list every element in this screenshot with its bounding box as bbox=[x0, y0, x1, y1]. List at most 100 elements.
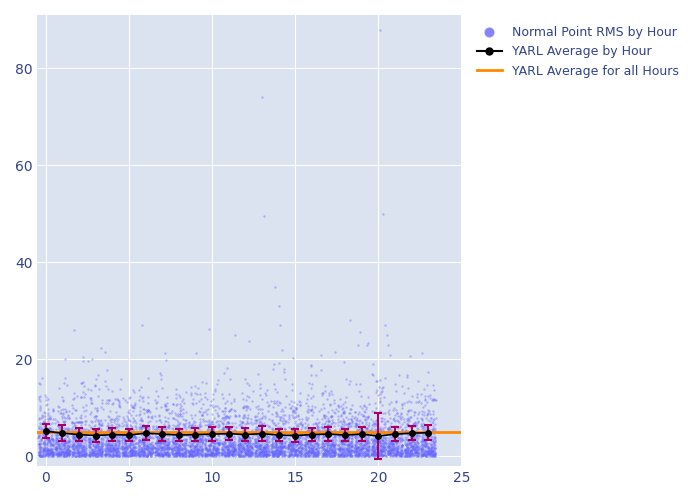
Normal Point RMS by Hour bbox=[234, 420, 246, 428]
Normal Point RMS by Hour bbox=[329, 409, 340, 417]
Normal Point RMS by Hour bbox=[137, 442, 148, 450]
Normal Point RMS by Hour bbox=[220, 438, 231, 446]
Normal Point RMS by Hour bbox=[293, 434, 304, 442]
Normal Point RMS by Hour bbox=[34, 402, 46, 410]
Normal Point RMS by Hour bbox=[314, 429, 325, 437]
Normal Point RMS by Hour bbox=[100, 450, 111, 458]
Normal Point RMS by Hour bbox=[211, 448, 223, 456]
Normal Point RMS by Hour bbox=[64, 442, 76, 450]
Normal Point RMS by Hour bbox=[390, 430, 401, 438]
Normal Point RMS by Hour bbox=[416, 446, 427, 454]
Normal Point RMS by Hour bbox=[260, 431, 272, 439]
Normal Point RMS by Hour bbox=[185, 440, 196, 448]
Normal Point RMS by Hour bbox=[324, 443, 335, 451]
Normal Point RMS by Hour bbox=[349, 414, 360, 422]
Normal Point RMS by Hour bbox=[141, 432, 152, 440]
Normal Point RMS by Hour bbox=[47, 452, 58, 460]
Normal Point RMS by Hour bbox=[152, 437, 163, 445]
Normal Point RMS by Hour bbox=[228, 443, 239, 451]
Normal Point RMS by Hour bbox=[85, 448, 96, 456]
Normal Point RMS by Hour bbox=[337, 448, 349, 456]
Normal Point RMS by Hour bbox=[190, 442, 201, 450]
Normal Point RMS by Hour bbox=[169, 442, 181, 450]
Normal Point RMS by Hour bbox=[396, 410, 407, 418]
Normal Point RMS by Hour bbox=[155, 426, 166, 434]
Normal Point RMS by Hour bbox=[144, 448, 155, 456]
Normal Point RMS by Hour bbox=[46, 449, 57, 457]
Normal Point RMS by Hour bbox=[146, 445, 158, 453]
Normal Point RMS by Hour bbox=[232, 440, 244, 448]
Normal Point RMS by Hour bbox=[400, 447, 411, 455]
Normal Point RMS by Hour bbox=[186, 414, 197, 422]
Normal Point RMS by Hour bbox=[39, 391, 50, 399]
Normal Point RMS by Hour bbox=[92, 428, 103, 436]
Normal Point RMS by Hour bbox=[294, 452, 305, 460]
Normal Point RMS by Hour bbox=[211, 438, 223, 446]
Normal Point RMS by Hour bbox=[187, 444, 198, 452]
Normal Point RMS by Hour bbox=[108, 445, 119, 453]
Normal Point RMS by Hour bbox=[84, 421, 95, 429]
Normal Point RMS by Hour bbox=[351, 452, 362, 460]
Normal Point RMS by Hour bbox=[107, 450, 118, 458]
Normal Point RMS by Hour bbox=[223, 450, 235, 458]
Normal Point RMS by Hour bbox=[307, 433, 318, 441]
Normal Point RMS by Hour bbox=[190, 452, 201, 460]
Normal Point RMS by Hour bbox=[290, 409, 301, 417]
Normal Point RMS by Hour bbox=[234, 444, 246, 452]
Normal Point RMS by Hour bbox=[274, 414, 285, 422]
Normal Point RMS by Hour bbox=[58, 448, 69, 456]
Normal Point RMS by Hour bbox=[260, 446, 272, 454]
Normal Point RMS by Hour bbox=[100, 452, 111, 460]
Normal Point RMS by Hour bbox=[88, 440, 99, 448]
Normal Point RMS by Hour bbox=[382, 424, 393, 432]
Normal Point RMS by Hour bbox=[252, 402, 263, 410]
Normal Point RMS by Hour bbox=[351, 444, 362, 452]
Normal Point RMS by Hour bbox=[293, 440, 304, 448]
Normal Point RMS by Hour bbox=[95, 435, 106, 443]
Normal Point RMS by Hour bbox=[294, 450, 305, 458]
Normal Point RMS by Hour bbox=[308, 446, 319, 454]
Normal Point RMS by Hour bbox=[272, 436, 283, 444]
Normal Point RMS by Hour bbox=[190, 442, 201, 450]
Normal Point RMS by Hour bbox=[365, 449, 377, 457]
Normal Point RMS by Hour bbox=[134, 436, 146, 444]
Normal Point RMS by Hour bbox=[88, 427, 99, 435]
Normal Point RMS by Hour bbox=[378, 393, 389, 401]
Normal Point RMS by Hour bbox=[214, 452, 225, 460]
Normal Point RMS by Hour bbox=[289, 448, 300, 456]
Normal Point RMS by Hour bbox=[230, 446, 241, 454]
Normal Point RMS by Hour bbox=[374, 449, 386, 457]
Normal Point RMS by Hour bbox=[229, 450, 240, 458]
Normal Point RMS by Hour bbox=[342, 436, 354, 444]
Normal Point RMS by Hour bbox=[50, 442, 62, 450]
Normal Point RMS by Hour bbox=[406, 422, 417, 430]
Normal Point RMS by Hour bbox=[261, 432, 272, 440]
Normal Point RMS by Hour bbox=[189, 445, 200, 453]
Normal Point RMS by Hour bbox=[178, 452, 190, 460]
Normal Point RMS by Hour bbox=[384, 449, 395, 457]
Normal Point RMS by Hour bbox=[272, 434, 283, 442]
Normal Point RMS by Hour bbox=[309, 450, 320, 458]
Normal Point RMS by Hour bbox=[276, 450, 287, 458]
Normal Point RMS by Hour bbox=[122, 429, 134, 437]
Normal Point RMS by Hour bbox=[258, 444, 270, 452]
Normal Point RMS by Hour bbox=[200, 443, 211, 451]
Normal Point RMS by Hour bbox=[302, 450, 314, 458]
Normal Point RMS by Hour bbox=[326, 449, 337, 457]
Normal Point RMS by Hour bbox=[385, 438, 396, 446]
Normal Point RMS by Hour bbox=[240, 450, 251, 458]
Normal Point RMS by Hour bbox=[221, 364, 232, 372]
Normal Point RMS by Hour bbox=[416, 446, 428, 454]
Normal Point RMS by Hour bbox=[172, 448, 183, 456]
Normal Point RMS by Hour bbox=[184, 430, 195, 438]
Normal Point RMS by Hour bbox=[277, 442, 288, 450]
Normal Point RMS by Hour bbox=[120, 448, 132, 456]
Normal Point RMS by Hour bbox=[168, 425, 179, 433]
Normal Point RMS by Hour bbox=[169, 444, 180, 452]
Normal Point RMS by Hour bbox=[332, 445, 344, 453]
Normal Point RMS by Hour bbox=[117, 445, 128, 453]
Normal Point RMS by Hour bbox=[426, 448, 437, 456]
Normal Point RMS by Hour bbox=[282, 430, 293, 438]
Normal Point RMS by Hour bbox=[359, 438, 370, 446]
Normal Point RMS by Hour bbox=[67, 442, 78, 450]
